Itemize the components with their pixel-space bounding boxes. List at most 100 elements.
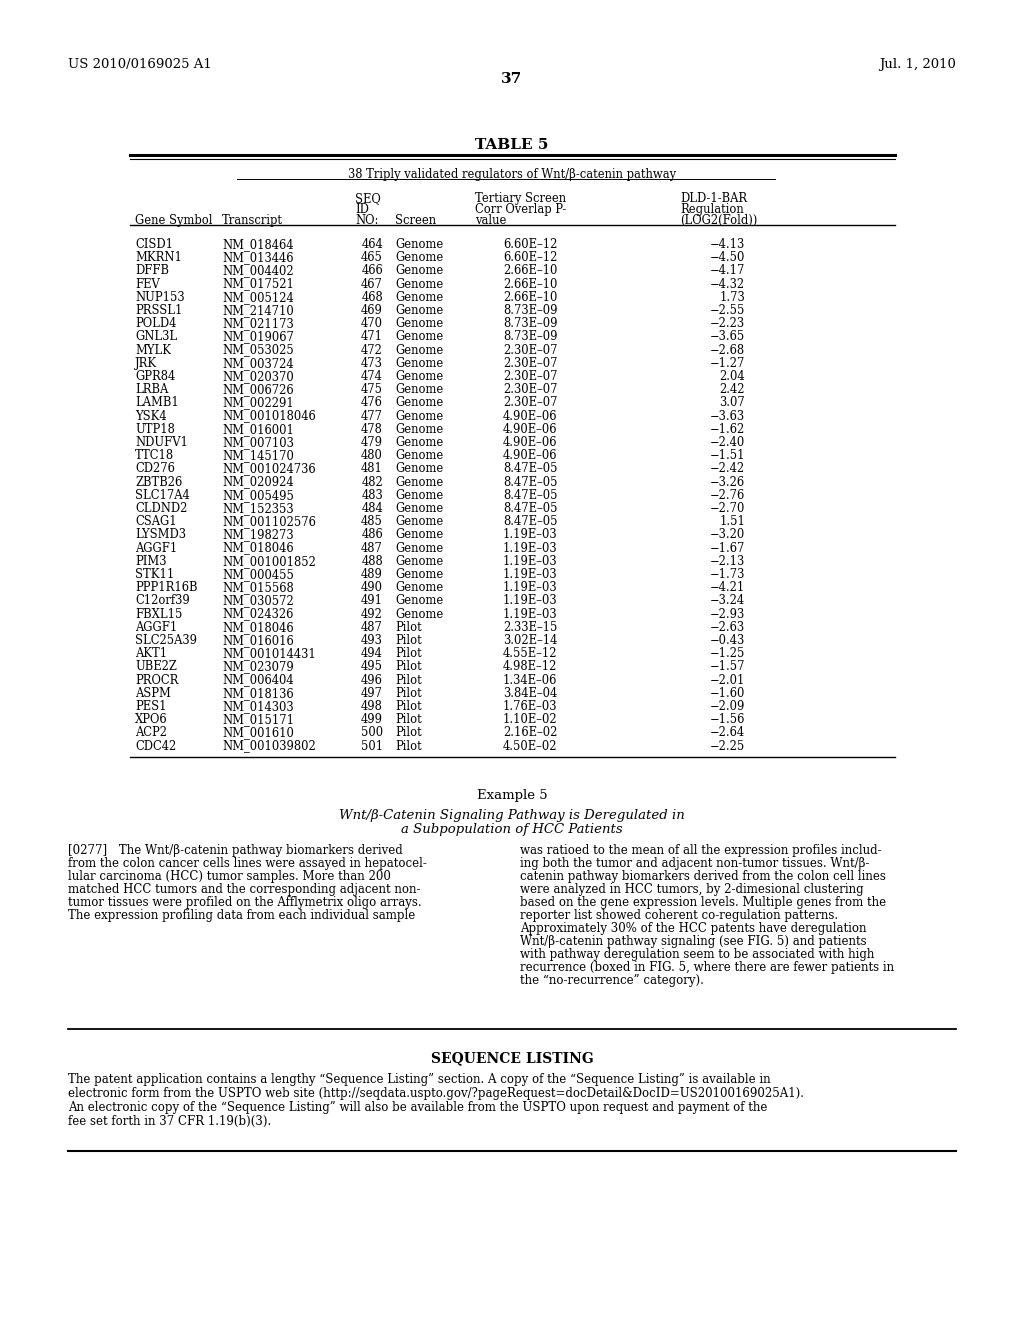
Text: 8.47E–05: 8.47E–05 (503, 462, 557, 475)
Text: 493: 493 (361, 634, 383, 647)
Text: NM_001001852: NM_001001852 (222, 554, 315, 568)
Text: Pilot: Pilot (395, 647, 422, 660)
Text: Pilot: Pilot (395, 660, 422, 673)
Text: reporter list showed coherent co-regulation patterns.: reporter list showed coherent co-regulat… (520, 908, 838, 921)
Text: AGGF1: AGGF1 (135, 541, 177, 554)
Text: DFFB: DFFB (135, 264, 169, 277)
Text: 485: 485 (361, 515, 383, 528)
Text: 2.42: 2.42 (720, 383, 745, 396)
Text: lular carcinoma (HCC) tumor samples. More than 200: lular carcinoma (HCC) tumor samples. Mor… (68, 870, 391, 883)
Text: Transcript: Transcript (222, 214, 283, 227)
Text: 471: 471 (361, 330, 383, 343)
Text: −1.62: −1.62 (710, 422, 745, 436)
Text: NM_021173: NM_021173 (222, 317, 294, 330)
Text: NM_024326: NM_024326 (222, 607, 293, 620)
Text: 2.30E–07: 2.30E–07 (503, 356, 557, 370)
Text: NO:: NO: (355, 214, 379, 227)
Text: Genome: Genome (395, 264, 443, 277)
Text: CLDND2: CLDND2 (135, 502, 187, 515)
Text: electronic form from the USPTO web site (http://seqdata.uspto.gov/?pageRequest=d: electronic form from the USPTO web site … (68, 1086, 804, 1100)
Text: −3.20: −3.20 (710, 528, 745, 541)
Text: Genome: Genome (395, 554, 443, 568)
Text: 3.07: 3.07 (719, 396, 745, 409)
Text: tumor tissues were profiled on the Afflymetrix oligo arrays.: tumor tissues were profiled on the Affly… (68, 896, 422, 908)
Text: PES1: PES1 (135, 700, 167, 713)
Text: −2.09: −2.09 (710, 700, 745, 713)
Text: 1.19E–03: 1.19E–03 (503, 568, 557, 581)
Text: Pilot: Pilot (395, 686, 422, 700)
Text: Genome: Genome (395, 568, 443, 581)
Text: 486: 486 (361, 528, 383, 541)
Text: −1.25: −1.25 (710, 647, 745, 660)
Text: Wnt/β-Catenin Signaling Pathway is Deregulated in: Wnt/β-Catenin Signaling Pathway is Dereg… (339, 809, 685, 822)
Text: UBE2Z: UBE2Z (135, 660, 177, 673)
Text: −2.68: −2.68 (710, 343, 745, 356)
Text: NM_001102576: NM_001102576 (222, 515, 315, 528)
Text: Pilot: Pilot (395, 700, 422, 713)
Text: NM_001610: NM_001610 (222, 726, 294, 739)
Text: NM_020370: NM_020370 (222, 370, 294, 383)
Text: Wnt/β-catenin pathway signaling (see FIG. 5) and patients: Wnt/β-catenin pathway signaling (see FIG… (520, 935, 866, 948)
Text: 1.51: 1.51 (719, 515, 745, 528)
Text: 465: 465 (361, 251, 383, 264)
Text: 464: 464 (361, 238, 383, 251)
Text: −2.63: −2.63 (710, 620, 745, 634)
Text: AGGF1: AGGF1 (135, 620, 177, 634)
Text: 8.47E–05: 8.47E–05 (503, 475, 557, 488)
Text: MYLK: MYLK (135, 343, 171, 356)
Text: a Subpopulation of HCC Patients: a Subpopulation of HCC Patients (401, 822, 623, 836)
Text: based on the gene expression levels. Multiple genes from the: based on the gene expression levels. Mul… (520, 896, 886, 908)
Text: 3.84E–04: 3.84E–04 (503, 686, 557, 700)
Text: NM_001018046: NM_001018046 (222, 409, 315, 422)
Text: 2.30E–07: 2.30E–07 (503, 343, 557, 356)
Text: −1.73: −1.73 (710, 568, 745, 581)
Text: Genome: Genome (395, 594, 443, 607)
Text: C12orf39: C12orf39 (135, 594, 189, 607)
Text: Pilot: Pilot (395, 620, 422, 634)
Text: 3.02E–14: 3.02E–14 (503, 634, 557, 647)
Text: Genome: Genome (395, 396, 443, 409)
Text: 1.34E–06: 1.34E–06 (503, 673, 557, 686)
Text: 1.19E–03: 1.19E–03 (503, 528, 557, 541)
Text: 484: 484 (361, 502, 383, 515)
Text: were analyzed in HCC tumors, by 2-dimesional clustering: were analyzed in HCC tumors, by 2-dimesi… (520, 883, 863, 896)
Text: −4.50: −4.50 (710, 251, 745, 264)
Text: 472: 472 (361, 343, 383, 356)
Text: Genome: Genome (395, 502, 443, 515)
Text: recurrence (boxed in FIG. 5, where there are fewer patients in: recurrence (boxed in FIG. 5, where there… (520, 961, 894, 974)
Text: NM_198273: NM_198273 (222, 528, 294, 541)
Text: 488: 488 (361, 554, 383, 568)
Text: NM_017521: NM_017521 (222, 277, 294, 290)
Text: Genome: Genome (395, 541, 443, 554)
Text: NM_004402: NM_004402 (222, 264, 294, 277)
Text: 1.73: 1.73 (719, 290, 745, 304)
Text: 1.19E–03: 1.19E–03 (503, 581, 557, 594)
Text: SEQ: SEQ (355, 191, 381, 205)
Text: Genome: Genome (395, 475, 443, 488)
Text: 2.33E–15: 2.33E–15 (503, 620, 557, 634)
Text: TTC18: TTC18 (135, 449, 174, 462)
Text: 487: 487 (361, 541, 383, 554)
Text: 474: 474 (361, 370, 383, 383)
Text: −1.57: −1.57 (710, 660, 745, 673)
Text: 1.10E–02: 1.10E–02 (503, 713, 557, 726)
Text: SLC25A39: SLC25A39 (135, 634, 197, 647)
Text: −2.42: −2.42 (710, 462, 745, 475)
Text: −3.65: −3.65 (710, 330, 745, 343)
Text: ACP2: ACP2 (135, 726, 167, 739)
Text: NM_001024736: NM_001024736 (222, 462, 315, 475)
Text: 8.73E–09: 8.73E–09 (503, 330, 557, 343)
Text: 492: 492 (361, 607, 383, 620)
Text: GNL3L: GNL3L (135, 330, 177, 343)
Text: SLC17A4: SLC17A4 (135, 488, 189, 502)
Text: the “no-recurrence” category).: the “no-recurrence” category). (520, 974, 703, 987)
Text: 4.90E–06: 4.90E–06 (503, 422, 557, 436)
Text: Pilot: Pilot (395, 634, 422, 647)
Text: −4.32: −4.32 (710, 277, 745, 290)
Text: NM_006726: NM_006726 (222, 383, 294, 396)
Text: 1.19E–03: 1.19E–03 (503, 607, 557, 620)
Text: US 2010/0169025 A1: US 2010/0169025 A1 (68, 58, 212, 71)
Text: −2.01: −2.01 (710, 673, 745, 686)
Text: Genome: Genome (395, 449, 443, 462)
Text: Genome: Genome (395, 330, 443, 343)
